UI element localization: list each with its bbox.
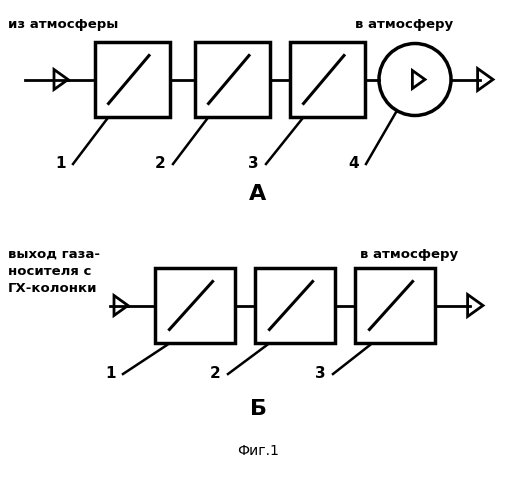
Text: 1: 1 [55,156,66,171]
Bar [195,42,270,117]
Text: 2: 2 [210,366,221,381]
Text: в атмосферу: в атмосферу [355,18,453,31]
Bar [290,42,365,117]
Text: 4: 4 [348,156,359,171]
Text: из атмосферы: из атмосферы [8,18,118,31]
Text: А: А [249,184,267,204]
Text: Фиг.1: Фиг.1 [237,444,279,458]
Text: 3: 3 [315,366,326,381]
Text: 1: 1 [105,366,115,381]
Text: 3: 3 [248,156,258,171]
Text: 2: 2 [155,156,166,171]
Text: Б: Б [250,399,266,419]
Bar [255,268,335,343]
Bar [155,268,235,343]
Text: в атмосферу: в атмосферу [360,248,458,261]
Text: выход газа-
носителя с
ГХ-колонки: выход газа- носителя с ГХ-колонки [8,248,100,295]
Bar [355,268,435,343]
Bar [95,42,170,117]
